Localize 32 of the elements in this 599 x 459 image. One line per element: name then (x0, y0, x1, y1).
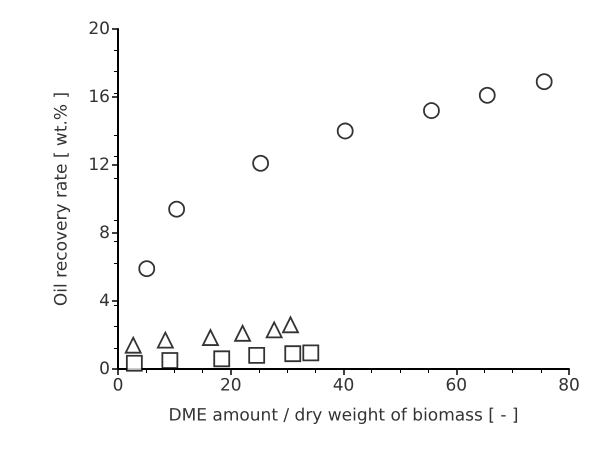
point (284, 345, 302, 362)
point (423, 102, 440, 119)
point (252, 154, 270, 172)
point (336, 122, 354, 140)
point (536, 73, 553, 90)
x-tick-label: 20 (220, 376, 242, 396)
point (161, 352, 178, 369)
point (282, 316, 299, 334)
point (213, 350, 230, 368)
point (202, 329, 219, 346)
y-tick-label: 12 (88, 155, 110, 175)
y-axis-title: Oil recovery rate [ wt.% ] (52, 92, 72, 306)
y-tick-label: 8 (99, 223, 110, 243)
point (478, 86, 496, 104)
point (234, 324, 251, 342)
point (168, 200, 186, 218)
point (138, 260, 156, 278)
y-tick-label: 0 (99, 359, 110, 379)
point (302, 344, 320, 362)
point (124, 336, 142, 354)
x-axis-title: DME amount / dry weight of biomass [ - ] (168, 406, 519, 426)
point (248, 347, 266, 364)
point (126, 354, 143, 372)
y-tick-label: 4 (99, 291, 110, 311)
x-tick-label: 0 (112, 376, 124, 396)
point (156, 332, 174, 348)
y-tick-label: 20 (88, 19, 110, 39)
x-tick-label: 80 (558, 376, 580, 396)
x-tick-label: 60 (445, 376, 468, 396)
point (266, 322, 283, 338)
x-tick-label: 40 (332, 376, 354, 396)
y-tick-label: 16 (88, 87, 110, 107)
